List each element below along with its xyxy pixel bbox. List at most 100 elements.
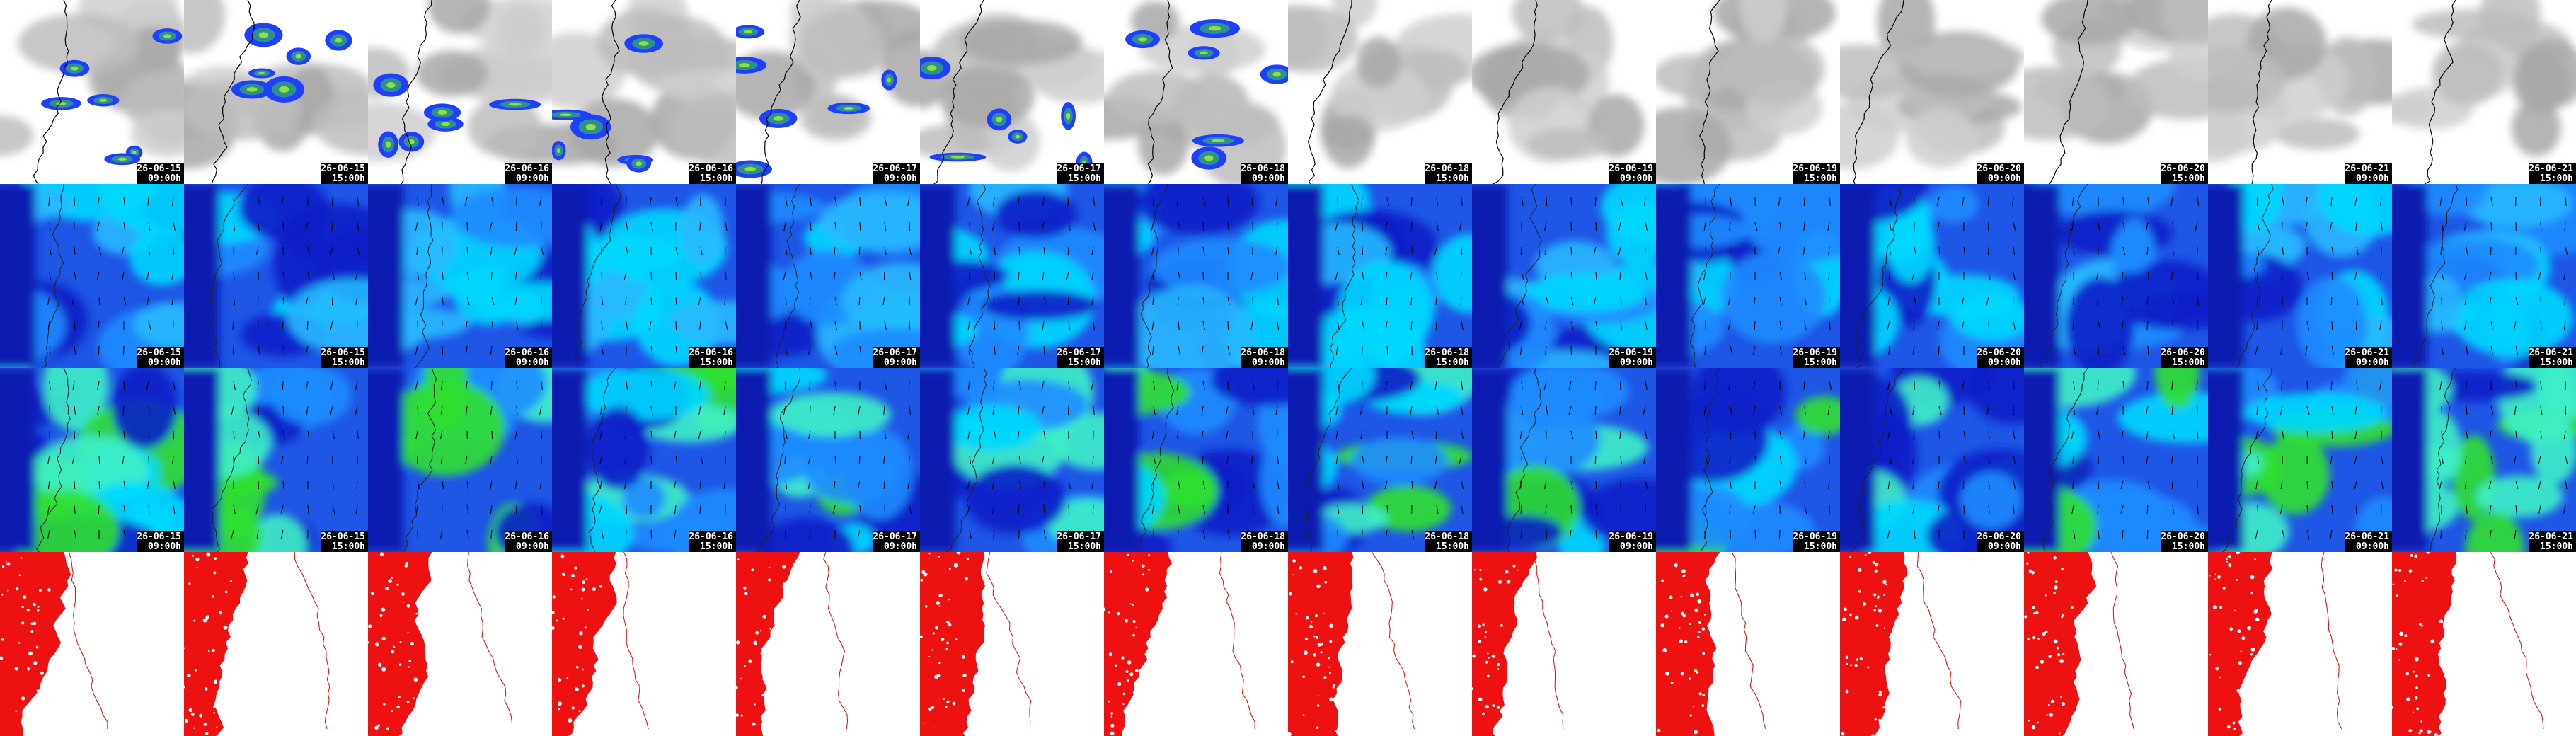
cloud — [1724, 33, 1825, 105]
cloud — [2041, 0, 2139, 45]
wind-barb — [2441, 222, 2444, 231]
wind-barb — [306, 406, 309, 415]
speckle — [736, 686, 738, 690]
wind-barb — [1595, 430, 1597, 440]
wind-barb — [1620, 321, 1623, 330]
wind-barb — [74, 271, 76, 281]
time-label-bg — [2161, 531, 2208, 552]
wind-barb — [1520, 345, 1522, 355]
cloud — [1288, 5, 1358, 73]
wind-barb — [1594, 197, 1597, 207]
wind-barb — [858, 296, 861, 306]
time-label-bg — [2161, 347, 2208, 368]
wind-barb — [47, 505, 50, 514]
wind-barb — [1178, 222, 1181, 231]
wind-barb — [173, 406, 176, 415]
coastline — [1497, 184, 1543, 368]
speckle — [391, 576, 393, 579]
wind-barb — [2441, 455, 2444, 465]
wind-barb — [1779, 222, 1782, 231]
time-label: 09:00h — [1252, 357, 1285, 368]
speckle — [368, 624, 372, 628]
wind-barb — [1386, 296, 1388, 306]
time-label-bg — [1977, 163, 2024, 184]
speckle — [1148, 568, 1151, 571]
wind-barb — [1887, 296, 1890, 306]
land-low — [368, 184, 403, 368]
wind-barb — [969, 246, 972, 256]
rain-peak — [132, 151, 137, 155]
wind-barb — [1754, 529, 1756, 539]
tile-content — [2208, 184, 2392, 368]
speckle — [413, 697, 415, 700]
wind-barb — [2464, 321, 2467, 330]
wind-barb — [991, 222, 995, 231]
speckle — [219, 684, 223, 687]
speckle — [32, 602, 36, 606]
wind-barb — [121, 246, 125, 256]
wind-barb — [1335, 345, 1338, 355]
speckle — [2412, 711, 2414, 713]
speckle — [1878, 690, 1882, 694]
speckle — [1874, 718, 1877, 721]
speckle — [2418, 732, 2421, 735]
tile-content — [1472, 184, 1656, 368]
speckle — [935, 626, 938, 630]
wind-barb — [1888, 345, 1890, 355]
tile-content — [1840, 368, 2024, 552]
wind-barb — [1176, 430, 1179, 440]
fields — [736, 368, 920, 552]
wind-barb — [2013, 455, 2016, 465]
speckle — [1148, 554, 1151, 557]
wind-barb — [2098, 430, 2100, 440]
wind-barb — [699, 222, 701, 231]
wind-barb — [1461, 197, 1463, 207]
wind-barb — [1337, 505, 1340, 514]
speckle — [1299, 566, 1303, 570]
cloud — [2161, 0, 2208, 45]
wind-barb — [1067, 197, 1069, 207]
speckle — [406, 701, 410, 703]
speckle — [1692, 706, 1695, 708]
wind-barb — [2490, 455, 2493, 465]
speckle — [769, 708, 772, 711]
wind-barb — [514, 271, 517, 281]
wind-barb — [2489, 529, 2492, 539]
wind-barb — [330, 381, 333, 391]
speckle — [2048, 655, 2052, 659]
tile-content — [1104, 0, 1288, 184]
wind-barb — [123, 529, 126, 539]
speckle — [415, 612, 418, 615]
wind-barb — [2538, 505, 2541, 514]
wind-barb — [1938, 406, 1942, 415]
speckle — [2408, 729, 2412, 733]
speckle — [1883, 627, 1886, 629]
wind-barb — [858, 406, 861, 415]
wind-barb — [675, 296, 677, 306]
speckle — [2035, 665, 2039, 669]
speckle — [2040, 660, 2045, 664]
speckle — [1690, 593, 1694, 597]
speckle — [2209, 575, 2211, 577]
wind-barb — [1041, 406, 1045, 415]
wind-barb — [1153, 455, 1156, 465]
wind-barb — [1201, 430, 1204, 440]
wind-barb — [785, 430, 788, 440]
date-label: 26-06-20 — [1977, 531, 2021, 542]
wind-barb — [699, 505, 701, 514]
field — [1691, 368, 1786, 434]
wind-barb — [2330, 381, 2333, 391]
speckle — [2033, 611, 2036, 615]
speckle — [381, 667, 386, 672]
wind-barb — [2490, 345, 2493, 355]
wind-barb — [834, 345, 838, 355]
wind-barb — [1436, 505, 1439, 514]
wind-barb — [2440, 246, 2442, 256]
coastline — [415, 184, 434, 368]
speckle — [23, 709, 27, 713]
wind-barb — [171, 197, 174, 207]
fields — [2024, 184, 2208, 368]
